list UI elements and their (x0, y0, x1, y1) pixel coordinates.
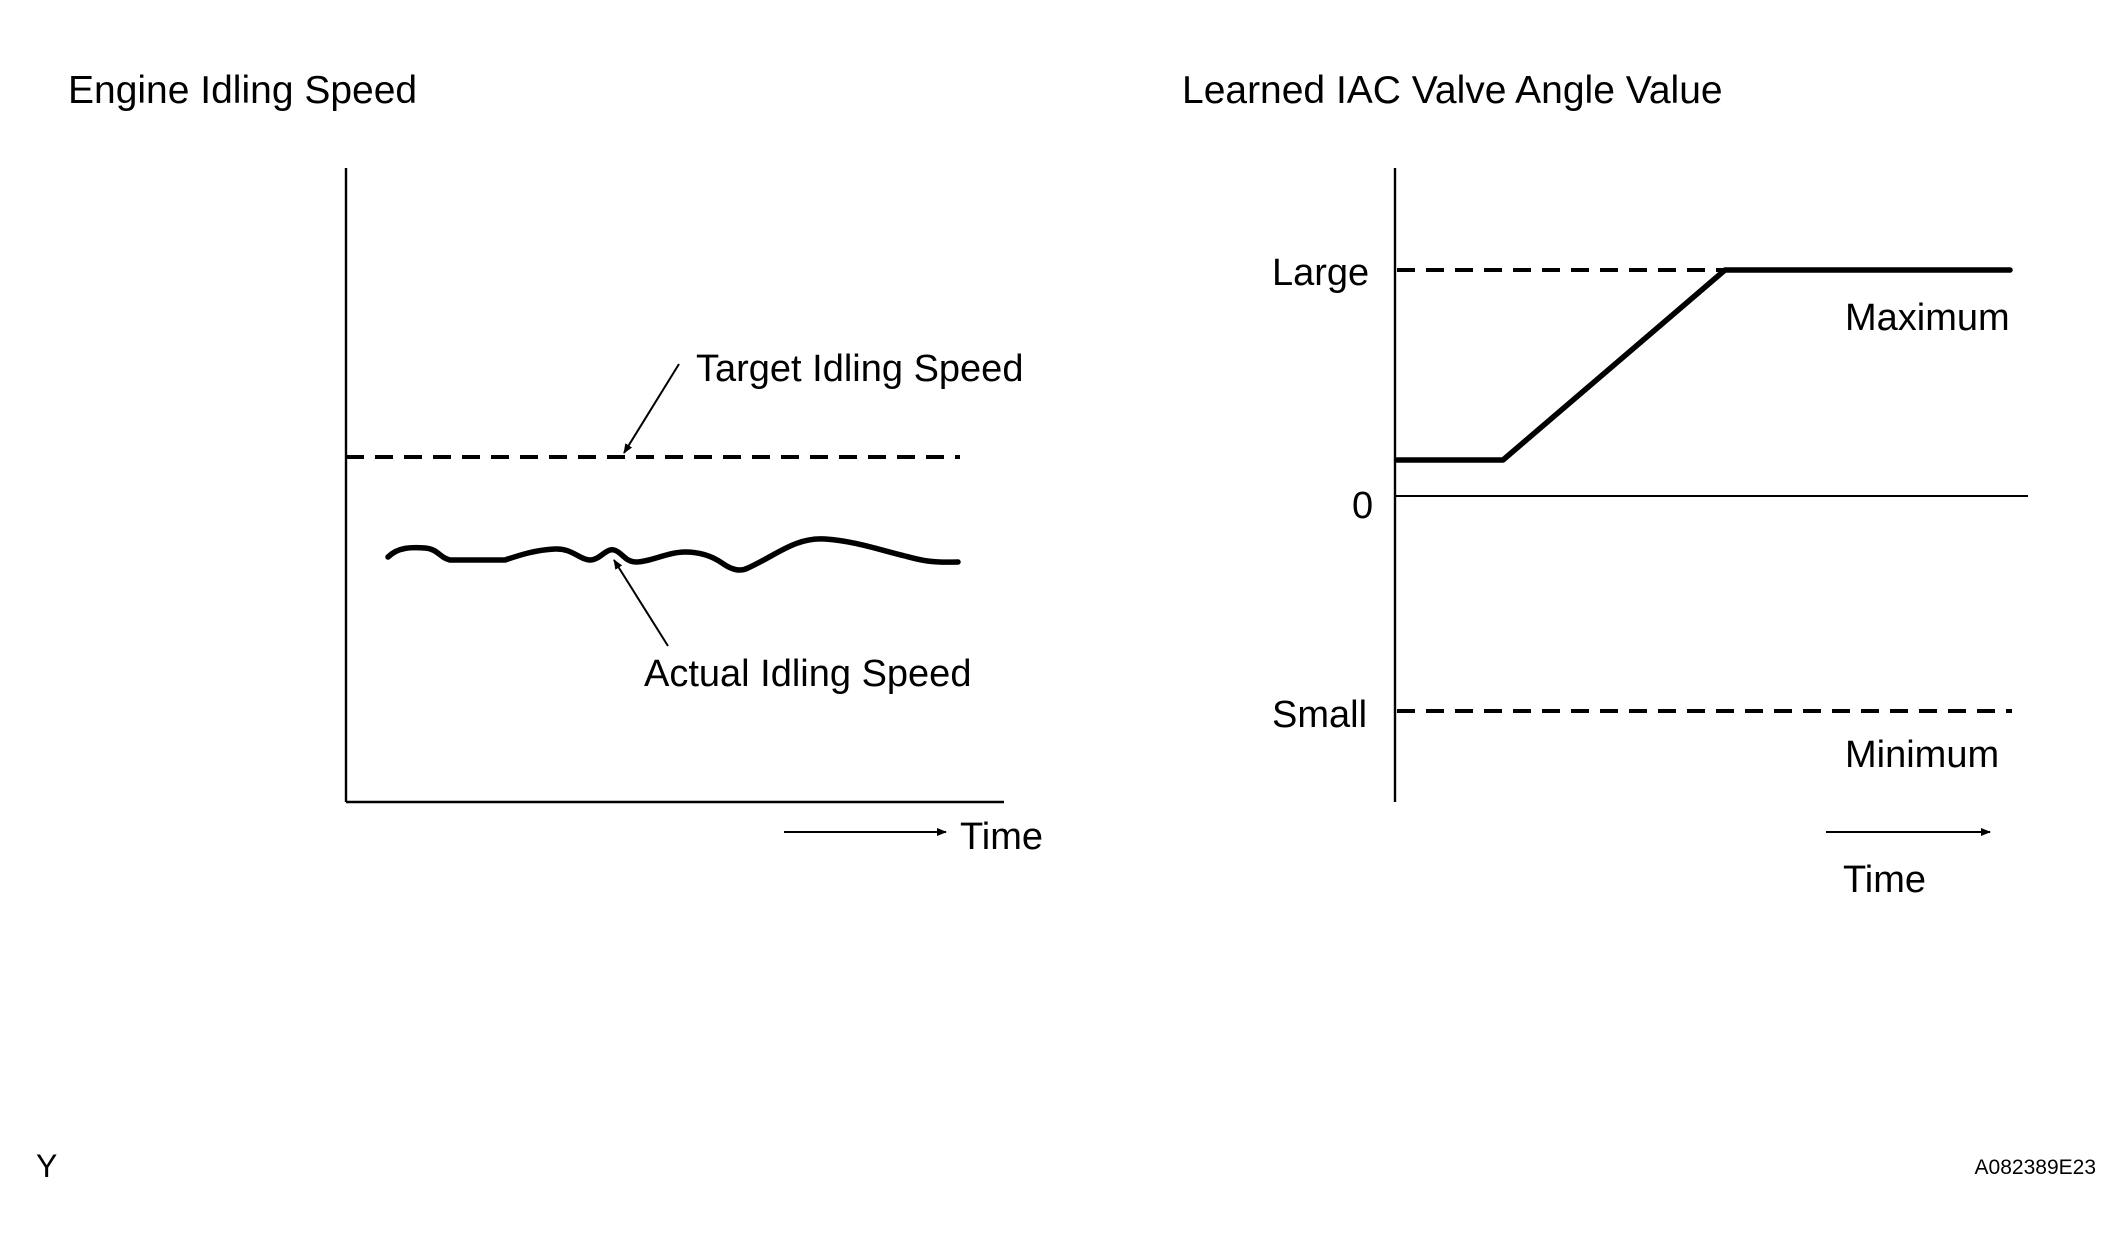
learned-value-line (1394, 267, 2013, 463)
target-pointer-arrow (623, 363, 680, 454)
minimum-label: Minimum (1845, 734, 1999, 776)
target-idling-speed-label: Target Idling Speed (696, 348, 1023, 390)
actual-idling-speed-line (385, 536, 961, 573)
y-label-zero: 0 (1352, 485, 1373, 527)
left-chart-title: Engine Idling Speed (68, 69, 417, 112)
engine-idling-speed-chart: Engine Idling Speed Target Idling Speed … (68, 69, 1043, 858)
right-time-label: Time (1843, 859, 1926, 901)
actual-pointer-arrow (613, 559, 669, 647)
left-time-label: Time (960, 816, 1043, 858)
figure-code: A082389E23 (1975, 1156, 2096, 1179)
maximum-label: Maximum (1845, 297, 2010, 339)
actual-idling-speed-label: Actual Idling Speed (644, 653, 971, 695)
y-label-large: Large (1272, 252, 1369, 294)
learned-iac-valve-angle-chart: Learned IAC Valve Angle Value Large 0 Sm… (1182, 69, 2028, 901)
y-label-small: Small (1272, 694, 1367, 736)
right-chart-title: Learned IAC Valve Angle Value (1182, 69, 1723, 112)
corner-mark-y: Y (36, 1148, 57, 1184)
